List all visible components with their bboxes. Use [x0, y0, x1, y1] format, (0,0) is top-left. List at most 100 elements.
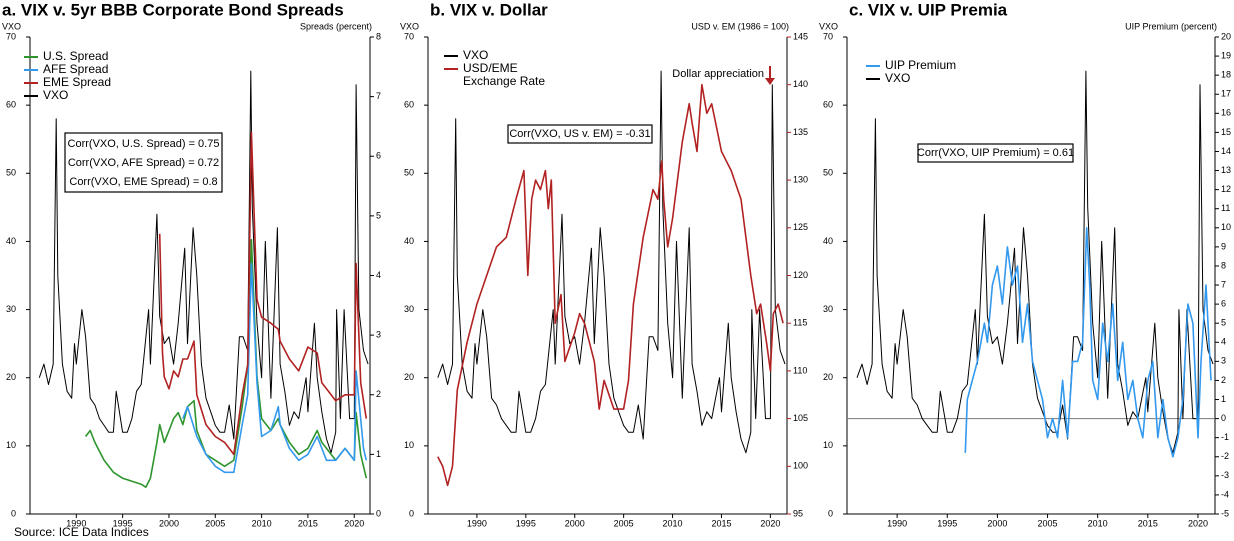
y-tick-label: 0	[828, 508, 833, 518]
annotation-box	[507, 124, 653, 144]
y2-tick-label: 17	[1221, 89, 1231, 99]
y2-tick-label: 11	[1221, 203, 1230, 213]
legend: U.S. Spread AFE Spread EME Spread VXO	[24, 50, 153, 102]
y2-axis-label: Spreads (percent)	[300, 21, 372, 31]
legend-label: VXO	[43, 88, 69, 102]
y-tick-label: 0	[409, 508, 414, 518]
y2-tick-label: 19	[1221, 50, 1231, 60]
x-tick-label: 2015	[1138, 518, 1158, 528]
y-tick-label: 70	[404, 31, 414, 41]
y2-tick-label: 10	[1221, 222, 1231, 232]
y-axis-label: VXO	[819, 21, 838, 31]
x-tick-label: 2005	[1038, 518, 1058, 528]
legend-label: VXO	[885, 71, 911, 85]
y2-tick-label: 145	[793, 31, 808, 41]
annotation: Corr(VXO, U.S. Spread) = 0.75	[68, 138, 220, 150]
y2-tick-label: 7	[1221, 279, 1226, 289]
y2-tick-label: 1	[1221, 394, 1226, 404]
chart-title: b. VIX v. Dollar	[430, 0, 548, 19]
y2-tick-label: 20	[1221, 31, 1231, 41]
series-line	[437, 83, 784, 487]
y-tick-label: 50	[404, 168, 414, 178]
annotation: Corr(VXO, AFE Spread) = 0.72	[68, 157, 219, 169]
y2-tick-label: 0	[376, 508, 381, 518]
series-line	[437, 70, 786, 454]
series-line	[158, 131, 368, 456]
x-tick-label: 2010	[1088, 518, 1108, 528]
annotation-box	[917, 143, 1074, 163]
y-tick-label: 20	[404, 372, 414, 382]
legend-swatch	[444, 55, 458, 57]
y2-tick-label: 1	[376, 449, 381, 459]
x-tick-label: 2010	[663, 518, 683, 528]
y2-tick-label: 105	[793, 413, 808, 423]
y-tick-label: 30	[404, 304, 414, 314]
series-line	[84, 238, 368, 488]
y-tick-label: 40	[6, 236, 16, 246]
y-tick-label: 40	[823, 236, 833, 246]
legend-entry: USD/EME Exchange Rate	[444, 62, 573, 88]
y2-tick-label: 95	[793, 508, 803, 518]
legend-swatch	[24, 95, 38, 97]
x-tick-label: 2020	[760, 518, 780, 528]
y-tick-label: 70	[823, 31, 833, 41]
y-tick-label: 30	[823, 304, 833, 314]
series-line	[38, 70, 369, 454]
legend-swatch	[24, 82, 38, 84]
legend-label: AFE Spread	[43, 62, 109, 76]
x-tick-label: 1990	[887, 518, 907, 528]
y2-tick-label: 15	[1221, 127, 1231, 137]
y2-tick-label: 8	[376, 31, 381, 41]
y2-tick-label: 125	[793, 222, 808, 232]
x-tick-label: 2015	[298, 518, 318, 528]
chart-title: c. VIX v. UIP Premia	[849, 0, 1008, 19]
y2-tick-label: 2	[376, 389, 381, 399]
arrow-head	[765, 78, 775, 85]
y-tick-label: 10	[404, 440, 414, 450]
x-tick-label: 1995	[113, 518, 133, 528]
y2-tick-label: 7	[376, 91, 381, 101]
legend-label: USD/EME Exchange Rate	[463, 61, 546, 88]
legend: VXO USD/EME Exchange Rate	[444, 49, 573, 88]
y2-tick-label: 4	[376, 270, 381, 280]
y-tick-label: 20	[823, 372, 833, 382]
y2-tick-label: -3	[1221, 470, 1229, 480]
y2-tick-label: 4	[1221, 337, 1226, 347]
y-tick-label: 0	[11, 508, 16, 518]
legend-swatch	[866, 65, 880, 67]
y-tick-label: 50	[6, 168, 16, 178]
legend-swatch	[866, 78, 880, 80]
y2-tick-label: 3	[376, 330, 381, 340]
legend-swatch	[444, 68, 458, 70]
legend-entry: VXO	[444, 49, 573, 62]
legend-entry: EME Spread	[24, 76, 153, 89]
legend-entry: VXO	[24, 89, 153, 102]
y2-tick-label: -2	[1221, 451, 1229, 461]
y2-tick-label: 12	[1221, 184, 1231, 194]
legend: UIP Premium VXO	[866, 59, 995, 85]
y2-axis-label: UIP Premium (percent)	[1125, 21, 1217, 31]
y2-tick-label: 140	[793, 79, 808, 89]
y-tick-label: 10	[6, 440, 16, 450]
legend-entry: U.S. Spread	[24, 50, 153, 63]
x-tick-label: 1990	[66, 518, 86, 528]
y2-tick-label: 110	[793, 365, 807, 375]
y2-tick-label: 130	[793, 174, 808, 184]
y-axis-label: VXO	[2, 21, 21, 31]
y2-axis-label: USD v. EM (1986 = 100)	[691, 21, 789, 31]
x-tick-label: 2010	[252, 518, 272, 528]
y2-tick-label: -1	[1221, 432, 1229, 442]
y2-tick-label: 2	[1221, 375, 1226, 385]
legend-entry: UIP Premium	[866, 59, 995, 72]
annotation: Corr(VXO, EME Spread) = 0.8	[69, 176, 217, 188]
chart-title: a. VIX v. 5yr BBB Corporate Bond Spreads	[2, 0, 344, 19]
y2-tick-label: -5	[1221, 508, 1229, 518]
y2-tick-label: 13	[1221, 165, 1231, 175]
y2-tick-label: 9	[1221, 241, 1226, 251]
x-tick-label: 2005	[614, 518, 634, 528]
y2-tick-label: 120	[793, 270, 808, 280]
x-tick-label: 2000	[159, 518, 179, 528]
annotation: Corr(VXO, US v. EM) = -0.31	[509, 128, 650, 140]
